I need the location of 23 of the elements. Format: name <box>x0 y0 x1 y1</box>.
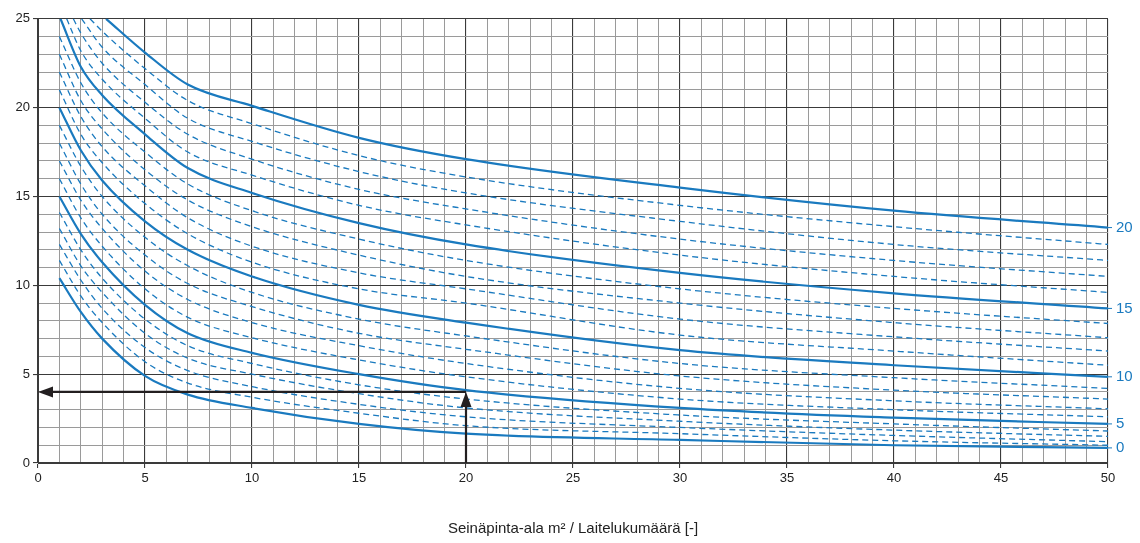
x-tick-label: 50 <box>1100 470 1116 486</box>
y-tick-label: 20 <box>15 99 30 115</box>
y-tick-label: 5 <box>22 365 30 381</box>
y-tick-label: 10 <box>15 276 30 292</box>
y-tick-label: 25 <box>15 10 30 26</box>
x-tick-label: 40 <box>886 470 902 486</box>
x-tick-label: 15 <box>351 470 367 486</box>
x-tick-label: 0 <box>34 470 42 486</box>
legend-label: 5 <box>1116 414 1125 432</box>
x-tick-label: 20 <box>458 470 474 486</box>
x-tick-label: 25 <box>565 470 581 486</box>
x-tick-label: 35 <box>779 470 795 486</box>
x-tick-label: 30 <box>672 470 688 486</box>
y-tick-label: 15 <box>15 188 30 204</box>
legend-label: 15 <box>1116 298 1133 316</box>
y-tick-label: 0 <box>22 454 30 470</box>
legend-label: 20 <box>1116 217 1133 235</box>
legend-label: 0 <box>1116 438 1125 456</box>
legend-label: 10 <box>1116 366 1133 384</box>
x-tick-label: 10 <box>244 470 260 486</box>
x-axis-title: Seinäpinta-ala m² / Laitelukumäärä [-] <box>447 519 699 537</box>
x-tick-label: 5 <box>141 470 149 486</box>
x-tick-label: 45 <box>993 470 1009 486</box>
